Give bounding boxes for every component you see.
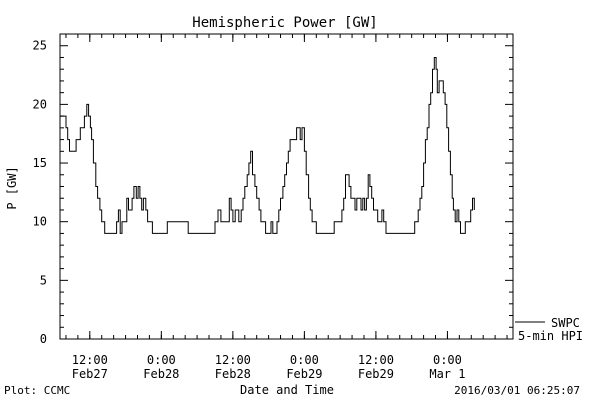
x-tick-label-time: 0:00 [290, 353, 319, 367]
y-tick-label: 5 [40, 273, 47, 287]
x-tick-label-date: Feb28 [215, 367, 251, 381]
y-tick-label: 15 [33, 156, 47, 170]
footer-timestamp: 2016/03/01 06:25:07 [454, 384, 580, 397]
y-tick-label: 0 [40, 332, 47, 346]
x-tick-label-date: Feb29 [358, 367, 394, 381]
x-tick-label-time: 12:00 [358, 353, 394, 367]
plot-frame [59, 33, 514, 340]
legend-label-swpc: SWPC [551, 316, 580, 330]
x-axis-label: Date and Time [240, 383, 334, 397]
x-tick-label-time: 12:00 [72, 353, 108, 367]
x-tick-label-date: Feb28 [143, 367, 179, 381]
footer-plot-source: Plot: CCMC [4, 384, 70, 397]
y-tick-label: 10 [33, 215, 47, 229]
x-tick-labels: 12:00Feb270:00Feb2812:00Feb280:00Feb2912… [72, 353, 466, 381]
x-tick-label-date: Mar 1 [429, 367, 465, 381]
chart-title: Hemispheric Power [GW] [192, 15, 377, 31]
axis-ticks [60, 33, 513, 340]
x-tick-label-date: Feb27 [72, 367, 108, 381]
y-axis-label: P [GW] [5, 166, 19, 209]
series-line-swpc-hpi [60, 57, 475, 234]
x-tick-label-time: 0:00 [147, 353, 176, 367]
y-tick-label: 25 [33, 39, 47, 53]
y-tick-label: 20 [33, 97, 47, 111]
legend-label-hpi: 5-min HPI [518, 329, 583, 343]
x-tick-label-time: 0:00 [433, 353, 462, 367]
y-tick-labels: 0 5 10 15 20 25 [33, 39, 47, 346]
x-tick-label-date: Feb29 [286, 367, 322, 381]
x-tick-label-time: 12:00 [215, 353, 251, 367]
